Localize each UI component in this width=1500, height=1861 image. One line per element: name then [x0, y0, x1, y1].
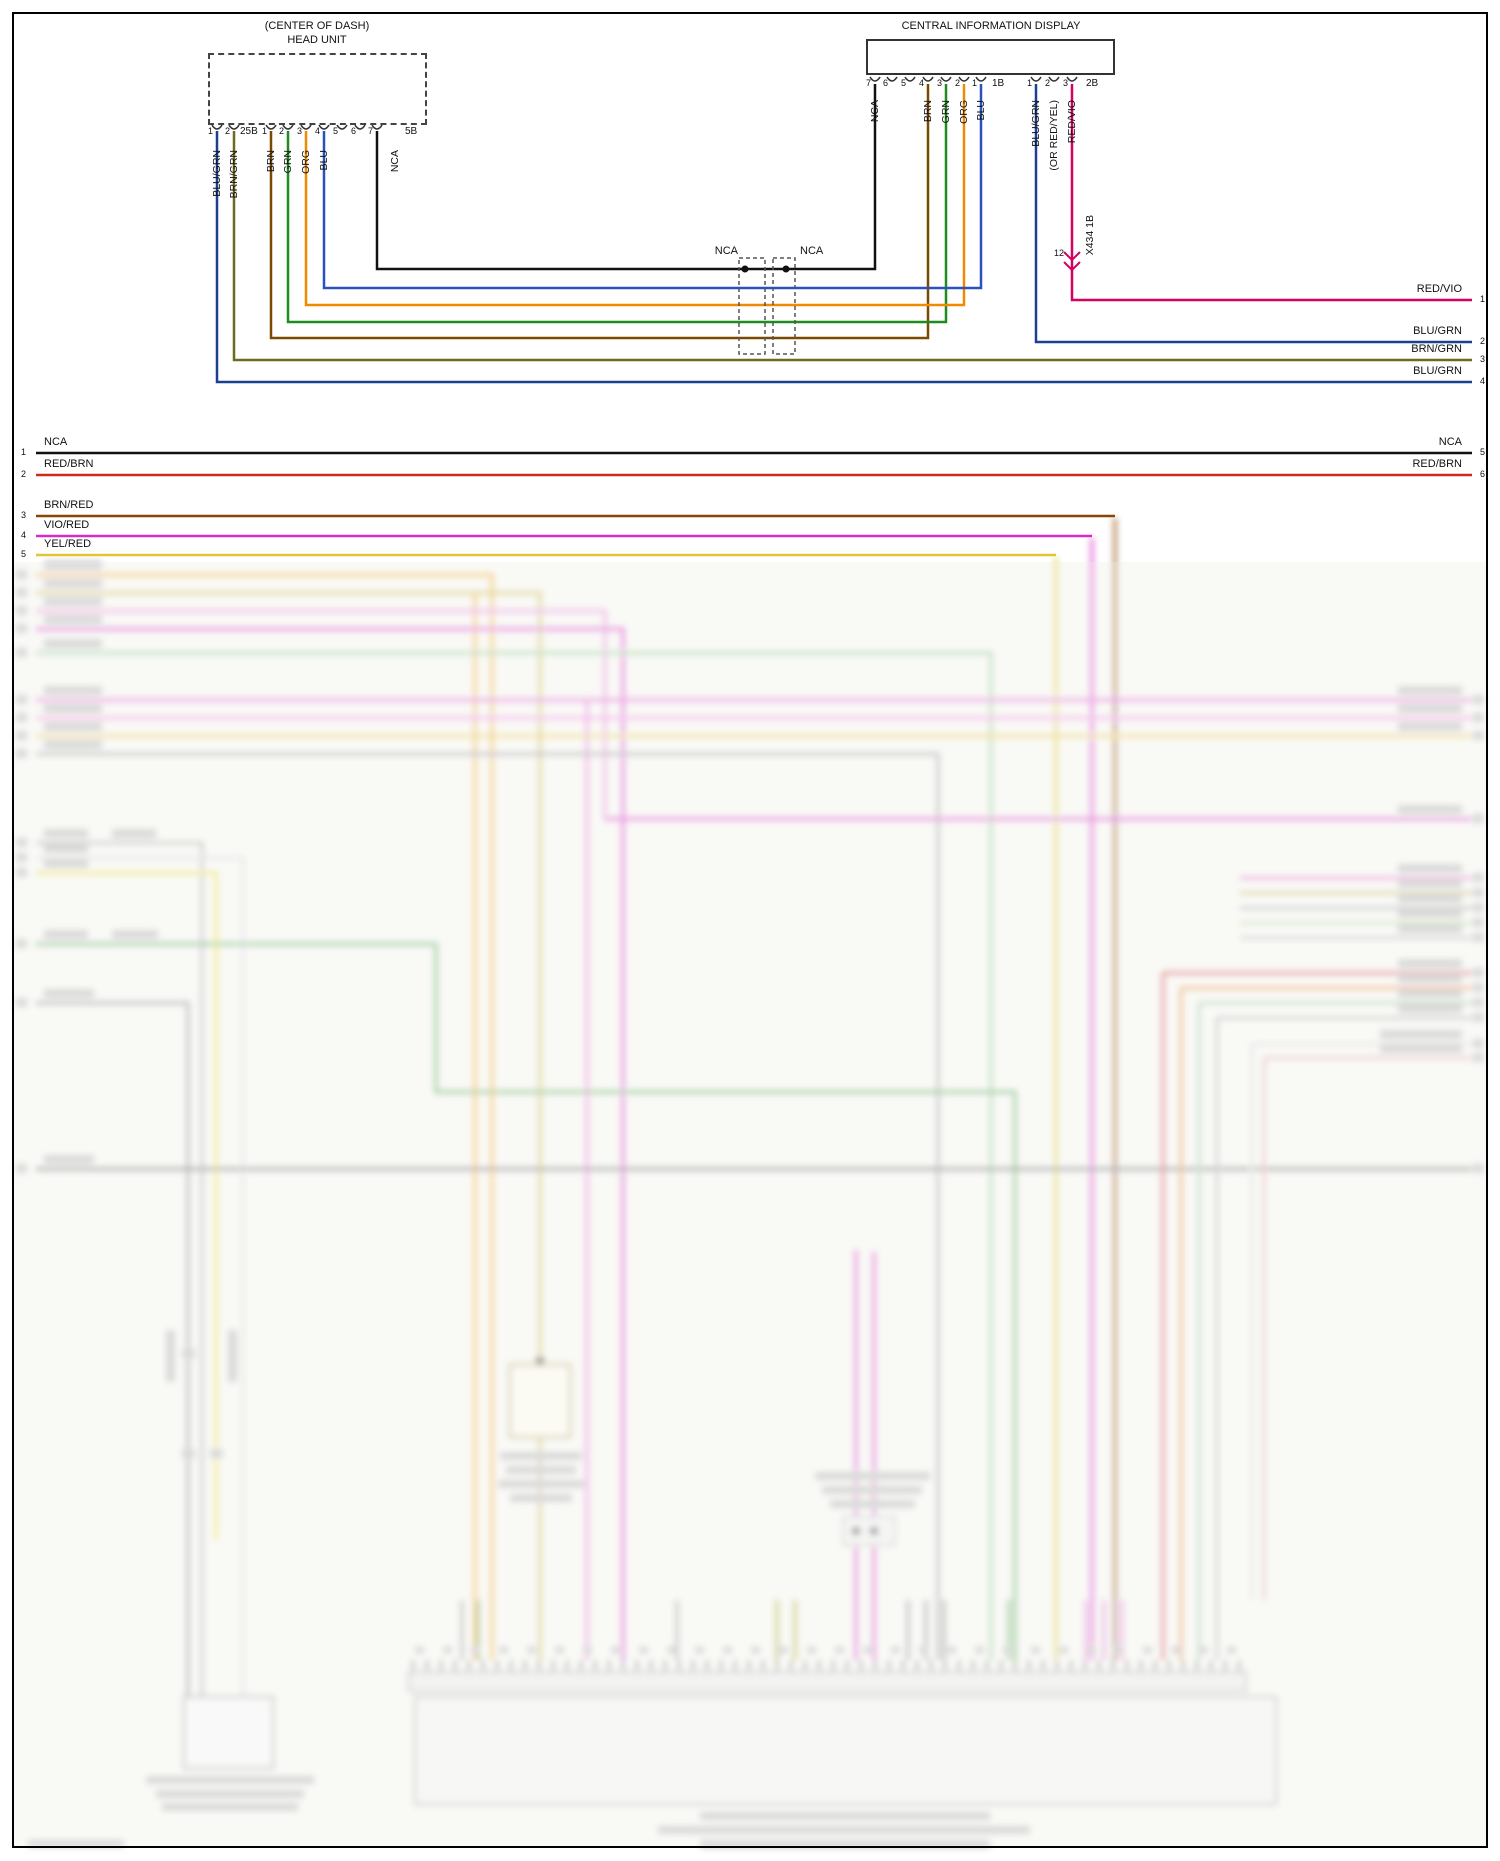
inline-pass-through-connector-left	[738, 257, 766, 355]
wire-label-brn: BRN	[265, 150, 277, 173]
blur-haze-overlay	[14, 562, 1486, 1846]
pin-number: 4	[314, 126, 320, 136]
wire-blu	[322, 84, 983, 290]
cid-title: CENTRAL INFORMATION DISPLAY	[901, 20, 1081, 32]
wire-label-brn-cid: BRN	[922, 100, 934, 123]
wire-brn	[269, 84, 930, 340]
connector-label-1b: 1B	[992, 78, 1005, 89]
head-unit-box	[208, 53, 427, 125]
pin-number: 6	[350, 126, 356, 136]
row-number-left: 2	[20, 469, 26, 479]
wire-label-red-vio-right: RED/VIO	[1416, 283, 1462, 295]
wire-label-blu-grn-right-2: BLU/GRN	[1413, 365, 1462, 377]
splice-dot-right	[782, 265, 790, 273]
pin-number: 3	[1062, 78, 1068, 88]
pin-number: 7	[367, 126, 373, 136]
pin-number: 7	[865, 78, 871, 88]
wire-grn	[286, 84, 948, 324]
head-unit-title: HEAD UNIT	[287, 34, 347, 46]
wire-label-org: ORG	[300, 150, 312, 174]
wire-label-or-red-yel: (OR RED/YEL)	[1048, 100, 1060, 171]
blurred-wiring-region	[16, 518, 1484, 1848]
pin-number: 5	[900, 78, 906, 88]
wire-brn-grn-25b-pin2	[232, 131, 1472, 362]
wire-label-nca-bus-right: NCA	[1438, 436, 1462, 448]
pin-number: 2	[278, 126, 284, 136]
pin-number: 1	[207, 126, 213, 136]
cid-box	[866, 39, 1115, 75]
wire-label-nca-cid: NCA	[869, 100, 881, 123]
splice-label-right: NCA	[800, 245, 824, 257]
wire-label-grn-cid: GRN	[940, 100, 952, 124]
pin-number: 5	[332, 126, 338, 136]
pin-number: 2	[224, 126, 230, 136]
pin-number: 4	[918, 78, 924, 88]
edge-pin-number: 2	[1479, 336, 1485, 346]
wire-label-nca: NCA	[389, 150, 401, 173]
diagram-border-frame	[12, 12, 1488, 1848]
wire-label-blu: BLU	[318, 150, 330, 171]
wire-label-grn: GRN	[282, 150, 294, 174]
head-unit-pin-terminals	[211, 124, 383, 130]
pin-number: 1	[1026, 78, 1032, 88]
pin-number: 1	[261, 126, 267, 136]
head-unit-location-note: (CENTER OF DASH)	[264, 20, 370, 32]
row-number-left: 1	[20, 447, 26, 457]
wire-label-brn-red-left: BRN/RED	[44, 499, 94, 511]
pin-number: 1	[971, 78, 977, 88]
row-number-left: 3	[20, 510, 26, 520]
wire-label-nca-bus-left: NCA	[44, 436, 68, 448]
connector-label-2b: 2B	[1086, 78, 1099, 89]
wire-label-red-brn-right: RED/BRN	[1412, 458, 1462, 470]
edge-pin-number: 3	[1479, 354, 1485, 364]
wire-label-vio-red-left: VIO/RED	[44, 519, 90, 531]
wire-label-blu-cid: BLU	[975, 100, 987, 121]
wire-org	[304, 84, 966, 307]
splice-label-left: NCA	[714, 245, 738, 257]
wire-label-red-vio-cid: RED/VIO	[1066, 100, 1078, 144]
edge-pin-number: 1	[1479, 294, 1485, 304]
row-number-left: 5	[20, 549, 26, 559]
pin-number: 3	[296, 126, 302, 136]
inline-connector-name: X434 1B	[1084, 215, 1096, 256]
connector-label-5b: 5B	[405, 126, 418, 137]
cid-pin-terminals	[869, 76, 1078, 82]
pin-number: 2	[954, 78, 960, 88]
wire-label-org-cid: ORG	[958, 100, 970, 124]
inline-pass-through-connector-right	[772, 257, 796, 355]
wire-label-yel-red-left: YEL/RED	[44, 538, 92, 550]
blur-region-background	[14, 562, 1486, 1846]
connector-label-25b: 25B	[240, 126, 258, 137]
wire-red-vio	[1070, 84, 1472, 302]
sharp-wiring	[36, 76, 1472, 557]
wire-blu-grn-2b-pin1	[1034, 84, 1472, 344]
inline-connector-x434-symbol	[1063, 251, 1081, 272]
pin-number: 2	[1044, 78, 1050, 88]
edge-pin-number: 4	[1479, 376, 1485, 386]
pin-number: 3	[936, 78, 942, 88]
wire-label-blu-grn: BLU/GRN	[211, 150, 223, 197]
wire-label-blu-grn-right: BLU/GRN	[1413, 325, 1462, 337]
pin-number: 6	[882, 78, 888, 88]
row-number-right: 5	[1479, 447, 1485, 457]
wire-blu-grn-25b-pin1	[215, 131, 1472, 384]
row-number-left: 4	[20, 530, 26, 540]
wire-nca-headunit-to-cid	[375, 84, 877, 271]
wire-label-blu-grn-cid: BLU/GRN	[1030, 100, 1042, 147]
wire-label-red-brn-left: RED/BRN	[44, 458, 94, 470]
row-number-right: 6	[1479, 469, 1485, 479]
wire-label-brn-grn: BRN/GRN	[228, 150, 240, 199]
splice-dot-left	[741, 265, 749, 273]
wire-label-brn-grn-right: BRN/GRN	[1411, 343, 1462, 355]
inline-connector-pin: 12	[1053, 248, 1064, 258]
